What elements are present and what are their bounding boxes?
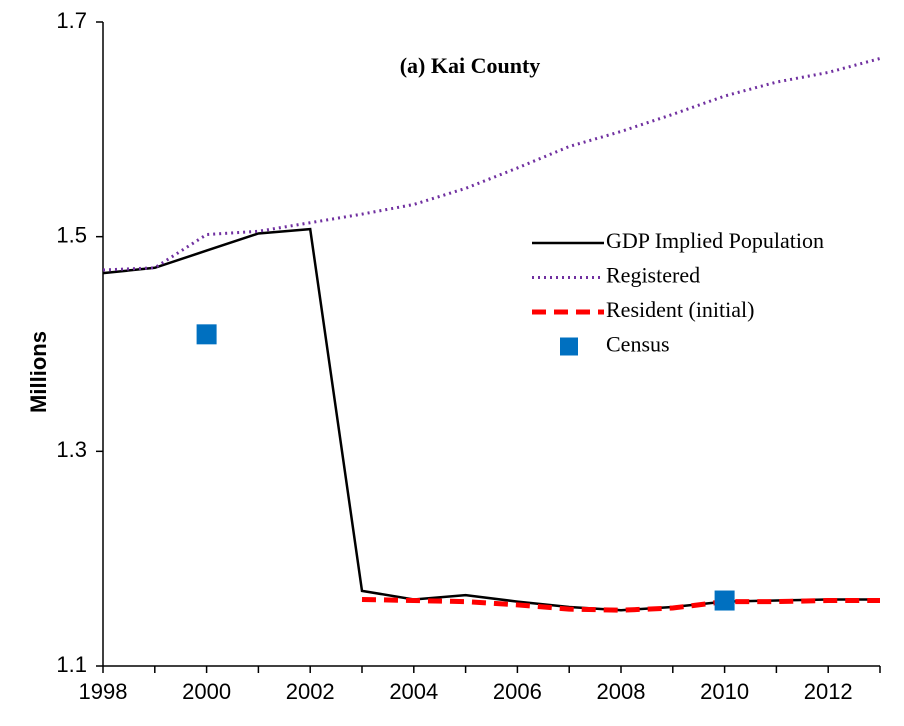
x-tick-label: 2000 [182, 679, 231, 704]
census-marker [714, 590, 735, 611]
x-tick-label: 2002 [286, 679, 335, 704]
x-tick-label: 2010 [700, 679, 749, 704]
legend-label: Resident (initial) [606, 297, 754, 322]
x-tick-label: 2004 [389, 679, 438, 704]
y-tick-label: 1.5 [56, 222, 87, 247]
legend-label: Census [606, 332, 670, 357]
series-line [102, 227, 880, 612]
legend-label: GDP Implied Population [606, 228, 824, 253]
chart-title: (a) Kai County [400, 53, 541, 78]
y-tick-label: 1.3 [56, 437, 87, 462]
x-tick-label: 2012 [804, 679, 853, 704]
y-tick-label: 1.7 [56, 8, 87, 33]
series-line [102, 57, 881, 272]
series-line [361, 596, 880, 613]
x-tick-label: 2008 [597, 679, 646, 704]
census-marker [196, 324, 217, 345]
legend-marker [560, 337, 578, 356]
x-tick-label: 1998 [79, 679, 128, 704]
y-axis-label: Millions [26, 331, 51, 413]
y-tick-label: 1.1 [56, 652, 87, 677]
x-tick-label: 2006 [493, 679, 542, 704]
legend-label: Registered [606, 263, 700, 288]
